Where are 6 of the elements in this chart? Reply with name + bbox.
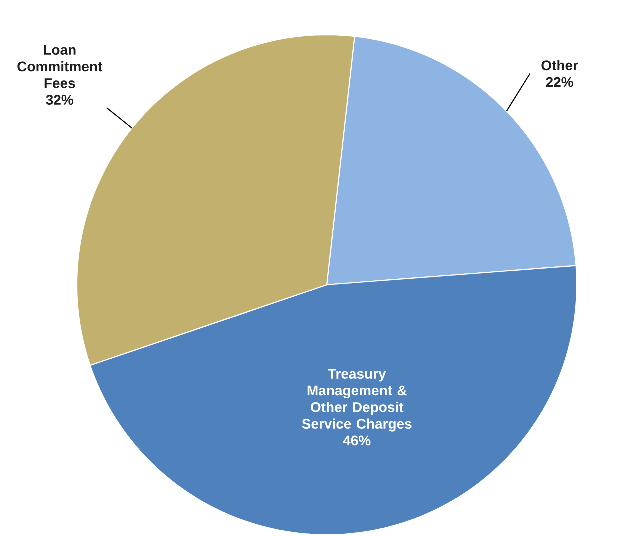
slice-label: Other xyxy=(542,60,578,71)
data-label: 22% xyxy=(546,78,574,88)
data-label: 46% xyxy=(343,436,371,446)
slice-label: Loan Commitment Fees xyxy=(18,45,102,89)
slice-label: Treasury Management & Other Deposit Service Charges xyxy=(302,369,412,432)
data-label: 32% xyxy=(46,95,74,106)
